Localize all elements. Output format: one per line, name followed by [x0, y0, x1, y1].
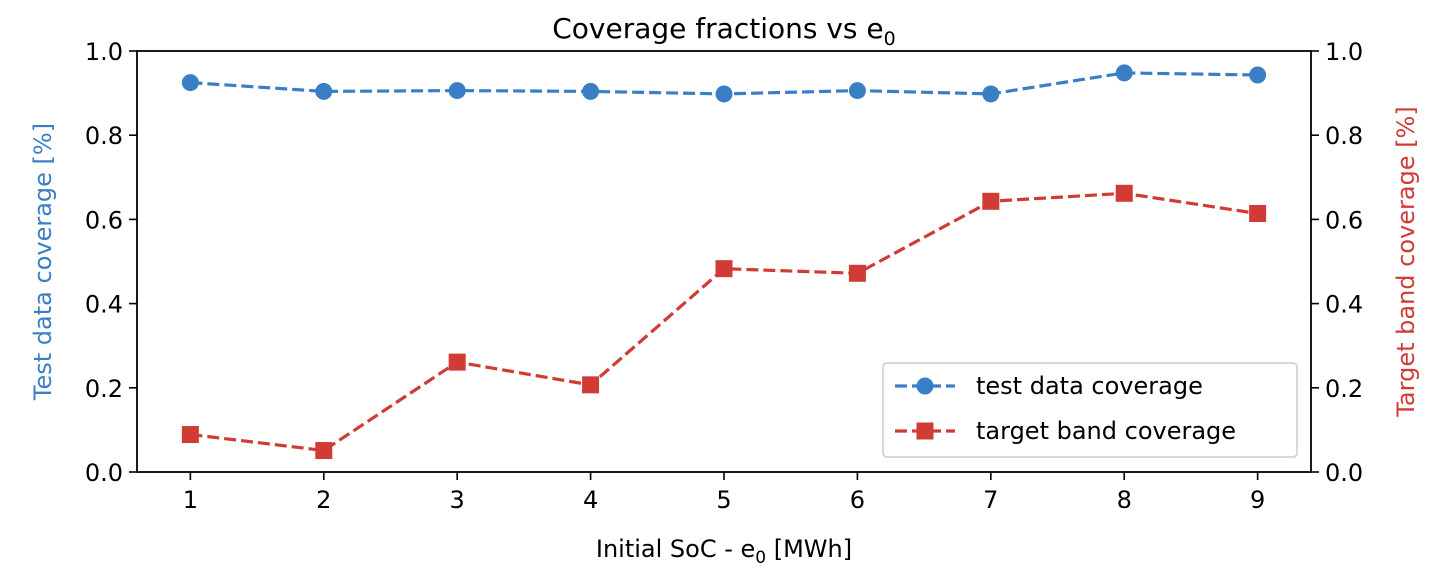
- legend-label-1: test data coverage: [976, 372, 1203, 400]
- legend-box: [882, 362, 1298, 458]
- series-2-point: [715, 260, 733, 278]
- series-2-point: [181, 426, 199, 444]
- y-right-axis-label: Target band coverage [%]: [1392, 106, 1420, 417]
- y-right-tick-label: 0.8: [1325, 122, 1363, 150]
- series-1-point: [582, 82, 600, 100]
- series-2-point: [1249, 205, 1267, 223]
- y-left-tick-label: 0.8: [85, 122, 123, 150]
- series-1-point: [982, 85, 1000, 103]
- x-tick-label: 6: [850, 486, 865, 514]
- series-2-point: [848, 264, 866, 282]
- x-tick-label: 2: [316, 486, 331, 514]
- y-right-tick-label: 0.6: [1325, 206, 1363, 234]
- y-left-tick-label: 1.0: [85, 38, 123, 66]
- y-left-tick-label: 0.4: [85, 291, 123, 319]
- y-right-tick-label: 0.2: [1325, 375, 1363, 403]
- series-1-point: [315, 82, 333, 100]
- y-right-tick-label: 0.4: [1325, 291, 1363, 319]
- series-2-point: [448, 353, 466, 371]
- x-tick-label: 1: [183, 486, 198, 514]
- x-tick-label: 3: [450, 486, 465, 514]
- y-left-tick-label: 0.0: [85, 459, 123, 487]
- x-tick-label: 9: [1250, 486, 1265, 514]
- series-1-point: [448, 82, 466, 100]
- y-left-tick-label: 0.6: [85, 206, 123, 234]
- x-tick-label: 4: [583, 486, 598, 514]
- legend-marker-2: [916, 422, 934, 440]
- series-1-point: [715, 85, 733, 103]
- series-1-point: [848, 82, 866, 100]
- x-tick-label: 8: [1117, 486, 1132, 514]
- y-right-tick-label: 1.0: [1325, 38, 1363, 66]
- series-2-point: [1115, 184, 1133, 202]
- plot-frame: [136, 50, 1312, 473]
- series-2-point: [315, 442, 333, 460]
- legend-marker-1: [916, 377, 934, 395]
- series-2-point: [582, 376, 600, 394]
- series-2-point: [982, 192, 1000, 210]
- legend-label-2: target band coverage: [976, 417, 1236, 445]
- x-axis-label: Initial SoC - e0 [MWh]: [596, 535, 852, 568]
- x-tick-label: 5: [716, 486, 731, 514]
- series-1-point: [1249, 66, 1267, 84]
- y-left-tick-label: 0.2: [85, 375, 123, 403]
- series-1-point: [1115, 64, 1133, 82]
- y-left-axis-label: Test data coverage [%]: [29, 123, 57, 401]
- y-right-tick-label: 0.0: [1325, 459, 1363, 487]
- x-tick-label: 7: [983, 486, 998, 514]
- chart-title: Coverage fractions vs e0: [552, 12, 895, 50]
- series-1-point: [181, 74, 199, 92]
